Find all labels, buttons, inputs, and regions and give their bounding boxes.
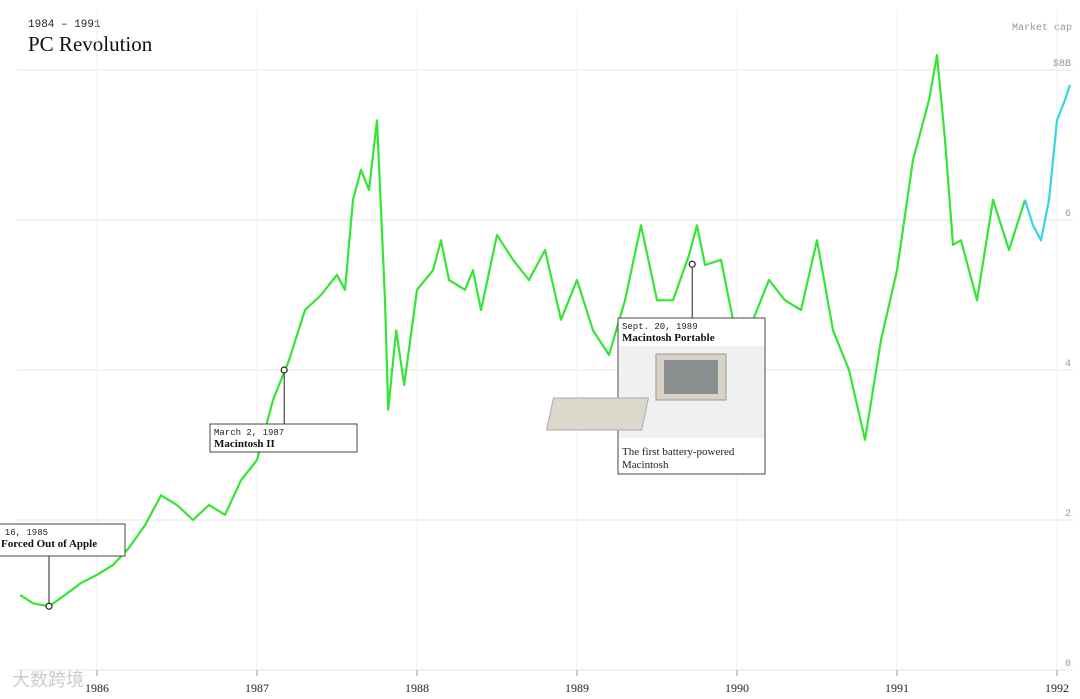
x-tick-label: 1986 (85, 681, 109, 695)
x-tick-label: 1987 (245, 681, 269, 695)
annotation-title: Macintosh Portable (622, 332, 715, 344)
annotation-date: March 2, 1987 (214, 428, 284, 438)
watermark: 大数跨境 (12, 670, 84, 691)
y-tick-label: $8B (1053, 58, 1071, 70)
annotation-title: s Forced Out of Apple (0, 538, 97, 550)
y-tick-label: 6 (1065, 209, 1071, 220)
annotation-marker (688, 260, 696, 268)
chart-subtitle: 1984 – 1991 (28, 19, 101, 31)
annotation-marker (45, 602, 53, 610)
annotation-box (209, 423, 358, 453)
annotation-image (545, 346, 764, 438)
x-tick-label: 1988 (405, 681, 429, 695)
annotation-description: The first battery-powered (622, 446, 735, 458)
series-line (1023, 84, 1071, 242)
x-tick-label: 1990 (725, 681, 749, 695)
y-tick-label: 2 (1065, 509, 1071, 520)
x-tick-label: 1989 (565, 681, 589, 695)
annotation-title: Macintosh II (214, 438, 275, 450)
y-tick-label: 0 (1065, 659, 1071, 670)
x-tick-label: 1992 (1045, 681, 1069, 695)
y-axis-label: Market cap (1012, 22, 1072, 34)
annotation-description: Macintosh (622, 459, 669, 471)
x-tick-label: 1991 (885, 681, 909, 695)
laptop-screen (664, 360, 718, 394)
laptop-base (545, 397, 650, 431)
series-line (19, 53, 1027, 608)
y-tick-label: 4 (1065, 359, 1071, 370)
lines (19, 53, 1071, 608)
annotation-date: . 16, 1985 (0, 528, 48, 538)
chart-title: PC Revolution (28, 32, 153, 56)
grid: 0 2 4 6 $8B 1986 1987 1988 1989 1990 1991 1992 (17, 10, 1073, 695)
annotation-date: Sept. 20, 1989 (622, 322, 698, 332)
annotation-box (0, 523, 126, 557)
annotation-marker (280, 366, 288, 374)
